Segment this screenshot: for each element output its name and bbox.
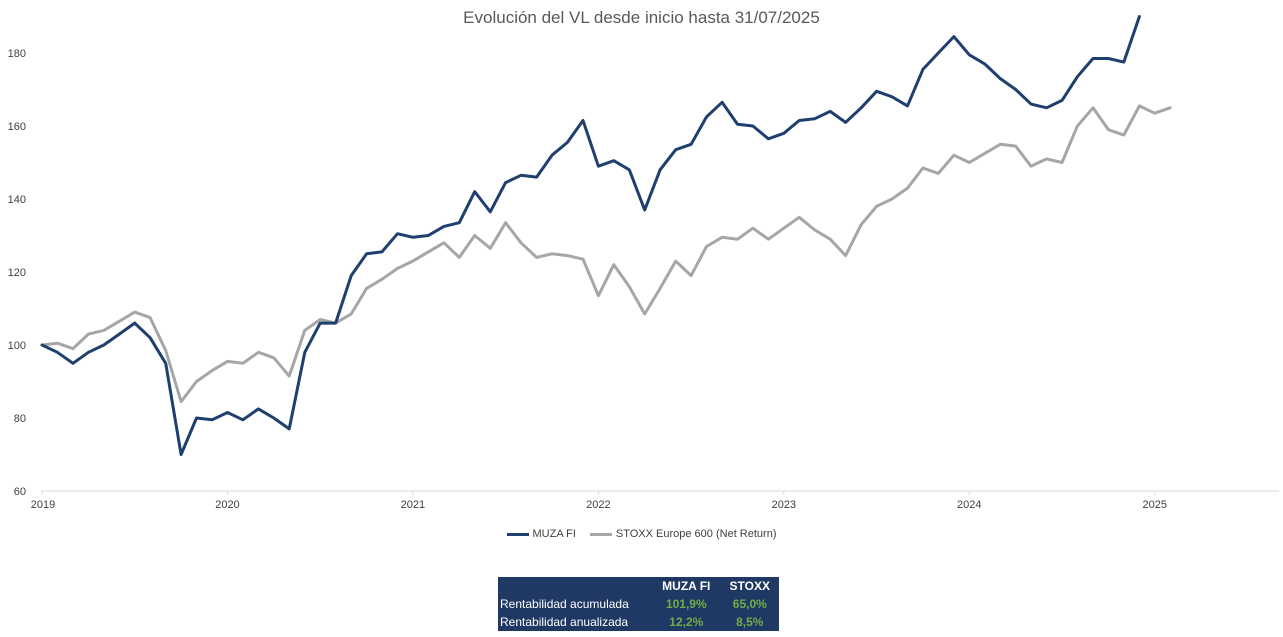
legend-swatch-muza [506, 532, 529, 536]
x-axis: 2019 2020 2021 2022 2023 2024 2025 [31, 490, 1279, 511]
muza-accumulated-value: 101,9% [665, 597, 707, 611]
table-row: Rentabilidad acumulada 101,9% 65,0% [498, 595, 779, 613]
returns-header-blank [498, 577, 652, 595]
y-tick-label: 100 [8, 340, 26, 352]
y-tick-label: 60 [14, 486, 26, 498]
series-line-muza [40, 15, 1141, 456]
x-tick-label: 2023 [772, 499, 796, 511]
x-tick-label: 2021 [401, 499, 425, 511]
x-tick-label: 2020 [215, 499, 239, 511]
y-tick-label: 160 [8, 121, 26, 133]
x-tick-label: 2022 [586, 499, 610, 511]
chart-legend: MUZA FI STOXX Europe 600 (Net Return) [0, 528, 1283, 540]
y-tick-label: 80 [14, 413, 26, 425]
y-tick-label: 140 [8, 194, 26, 206]
legend-swatch-stoxx [589, 532, 612, 536]
legend-item-muza: MUZA FI [506, 528, 576, 540]
legend-label-muza: MUZA FI [532, 528, 576, 540]
x-tick-label: 2024 [957, 499, 981, 511]
y-tick-label: 180 [8, 48, 26, 60]
x-tick-label: 2019 [31, 499, 55, 511]
returns-table-header: MUZA FI STOXX [498, 577, 779, 595]
muza-annualized-value: 12,2% [669, 615, 704, 629]
series-layer [40, 15, 1172, 456]
chart-title: Evolución del VL desde inicio hasta 31/0… [463, 8, 820, 27]
y-tick-label: 120 [8, 267, 26, 279]
returns-header-muza: MUZA FI [662, 579, 711, 593]
legend-item-stoxx: STOXX Europe 600 (Net Return) [589, 528, 777, 540]
table-row: Rentabilidad anualizada 12,2% 8,5% [498, 613, 779, 631]
line-chart: 60 80 100 120 140 160 180 2019 2020 2021 2022 2023… [8, 15, 1279, 511]
returns-header-stoxx: STOXX [729, 579, 771, 593]
series-line-stoxx [40, 104, 1172, 404]
y-axis: 60 80 100 120 140 160 180 [8, 48, 26, 498]
row-label-annualized: Rentabilidad anualizada [500, 615, 629, 629]
legend-label-stoxx: STOXX Europe 600 (Net Return) [615, 528, 777, 540]
stoxx-annualized-value: 8,5% [736, 615, 764, 629]
x-tick-label: 2025 [1143, 499, 1167, 511]
returns-table: MUZA FI STOXX Rentabilidad acumulada 101… [498, 577, 779, 631]
stoxx-accumulated-value: 65,0% [732, 597, 767, 611]
row-label-accumulated: Rentabilidad acumulada [500, 597, 629, 611]
